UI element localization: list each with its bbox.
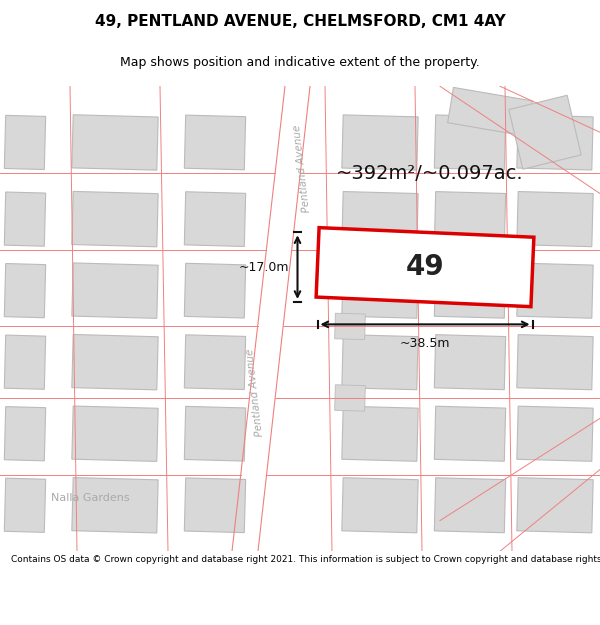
Polygon shape [342,115,418,170]
Polygon shape [342,334,418,390]
Polygon shape [434,263,506,318]
Polygon shape [184,115,245,170]
Polygon shape [434,334,506,389]
Polygon shape [184,406,245,461]
Text: Nalla Gardens: Nalla Gardens [50,493,130,503]
Polygon shape [4,335,46,389]
Polygon shape [517,115,593,170]
Polygon shape [342,191,418,247]
Polygon shape [509,95,581,169]
Polygon shape [517,263,593,318]
Polygon shape [184,335,245,389]
Polygon shape [72,115,158,170]
Text: Pentland Avenue: Pentland Avenue [292,124,312,212]
Polygon shape [72,478,158,533]
Polygon shape [335,385,365,411]
Polygon shape [316,228,534,307]
Polygon shape [517,478,593,533]
Polygon shape [4,116,46,169]
Text: 49: 49 [406,253,445,281]
Polygon shape [434,478,506,532]
Polygon shape [335,313,365,339]
Polygon shape [434,192,506,247]
Polygon shape [72,334,158,390]
Polygon shape [4,192,46,246]
Text: Map shows position and indicative extent of the property.: Map shows position and indicative extent… [120,56,480,69]
Text: Pentland Avenue: Pentland Avenue [245,348,265,438]
Polygon shape [517,191,593,247]
Polygon shape [434,406,506,461]
Polygon shape [184,263,245,318]
Polygon shape [342,406,418,461]
Text: Contains OS data © Crown copyright and database right 2021. This information is : Contains OS data © Crown copyright and d… [11,555,600,564]
Polygon shape [448,88,532,136]
Polygon shape [4,478,46,532]
Polygon shape [72,406,158,461]
Polygon shape [72,191,158,247]
Polygon shape [517,334,593,390]
Polygon shape [342,478,418,533]
Text: ~392m²/~0.097ac.: ~392m²/~0.097ac. [336,164,524,182]
Polygon shape [4,407,46,461]
Polygon shape [72,263,158,318]
Text: ~38.5m: ~38.5m [400,337,450,349]
Text: 49, PENTLAND AVENUE, CHELMSFORD, CM1 4AY: 49, PENTLAND AVENUE, CHELMSFORD, CM1 4AY [95,14,505,29]
Polygon shape [434,115,506,170]
Polygon shape [342,263,418,318]
Polygon shape [517,406,593,461]
Polygon shape [184,192,245,246]
Text: ~17.0m: ~17.0m [239,261,290,274]
Polygon shape [4,264,46,318]
Polygon shape [184,478,245,532]
Polygon shape [232,86,310,551]
